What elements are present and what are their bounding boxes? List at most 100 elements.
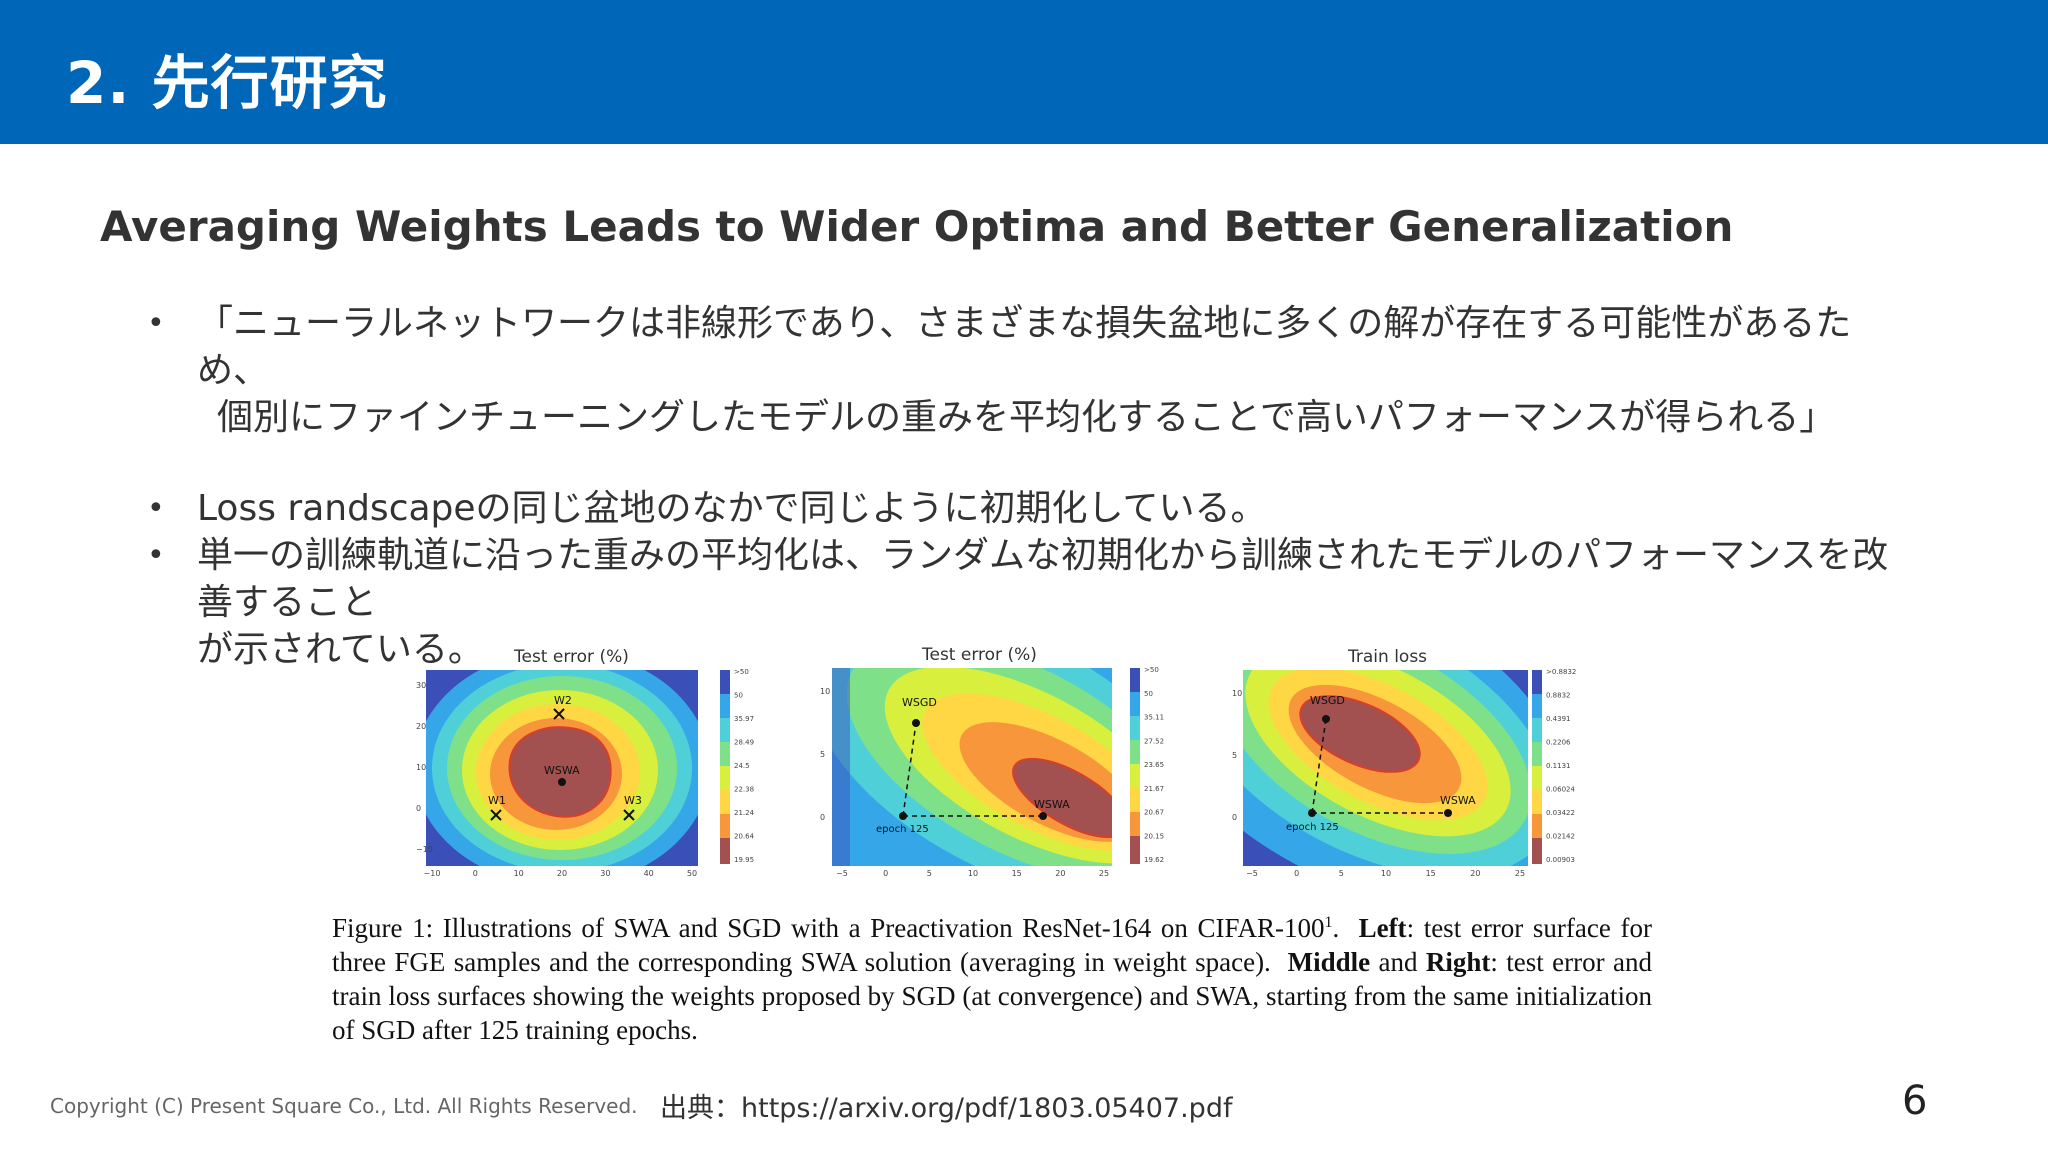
panel-right-title: Train loss [1347, 647, 1427, 667]
x-tick-label: 25 [1099, 869, 1109, 878]
y-tick-label: 0 [416, 804, 421, 813]
panel-right-label-epoch: epoch 125 [1286, 822, 1339, 833]
caption-bold-left: Left [1358, 913, 1407, 943]
panel-middle-colorbar [1130, 668, 1140, 864]
caption-text: . [1332, 913, 1340, 943]
colorbar-label: >0.8832 [1546, 668, 1576, 676]
bullet-text: 「ニューラルネットワークは非線形であり、さまざまな損失盆地に多くの解が存在する可… [197, 303, 1852, 391]
panel-middle-title: Test error (%) [921, 645, 1037, 665]
panel-left-label-w1: W1 [488, 794, 506, 807]
colorbar-label: 24.5 [734, 762, 750, 770]
slide-title: 2. 先行研究 [66, 49, 388, 117]
paper-title: Averaging Weights Leads to Wider Optima … [100, 202, 1734, 251]
page-number: 6 [1902, 1078, 1928, 1124]
colorbar-label: 23.65 [1144, 761, 1164, 769]
x-tick-label: 20 [1055, 869, 1065, 878]
x-tick-label: 30 [600, 869, 610, 878]
caption-text: and [1370, 947, 1426, 977]
colorbar-label: 21.24 [734, 809, 755, 817]
x-tick-label: −10 [424, 869, 441, 878]
colorbar-label: 20.15 [1144, 832, 1164, 840]
y-tick-label: 10 [1232, 689, 1242, 698]
copyright-notice: Copyright (C) Present Square Co., Ltd. A… [50, 1094, 638, 1118]
x-tick-label: 5 [1339, 869, 1344, 878]
colorbar-label: 20.64 [734, 833, 755, 841]
x-tick-label: 15 [1426, 869, 1436, 878]
y-tick-label: 5 [1232, 751, 1237, 760]
panel-middle-label-wswa: WSWA [1034, 798, 1070, 811]
colorbar-label: 50 [1144, 690, 1153, 698]
colorbar-label: 0.4391 [1546, 715, 1571, 723]
colorbar-label: 35.97 [734, 715, 754, 723]
caption-text: Figure 1: Illustrations of SWA and SGD w… [332, 913, 1325, 943]
panel-left-label-w3: W3 [624, 794, 642, 807]
y-tick-label: 10 [416, 763, 426, 772]
panel-left-label-wswa: WSWA [544, 764, 580, 777]
caption-superscript: 1 [1324, 914, 1333, 931]
swa-figure: W2 WSWA W1 W3 W [410, 640, 1650, 880]
colorbar-label: >50 [734, 668, 749, 676]
y-tick-label: 0 [820, 813, 825, 822]
bullet-item: • Loss randscapeの同じ盆地のなかで同じように初期化している。 [145, 485, 1905, 532]
y-tick-label: −10 [416, 845, 433, 854]
bullet-text-continued: 個別にファインチューニングしたモデルの重みを平均化することで高いパフォーマンスが… [217, 397, 1836, 438]
colorbar-label: 0.00903 [1546, 856, 1575, 864]
header-bar: 2. 先行研究 [0, 0, 2048, 144]
panel-right-sgd-point [1322, 715, 1330, 723]
colorbar-label: 20.67 [1144, 809, 1164, 817]
x-tick-label: 0 [1294, 869, 1299, 878]
panel-left-title: Test error (%) [513, 647, 629, 667]
bullet-dot: • [147, 538, 165, 573]
colorbar-label: 19.62 [1144, 856, 1164, 864]
bullet-dot: • [147, 306, 165, 341]
source-citation: 出典：https://arxiv.org/pdf/1803.05407.pdf [660, 1093, 1233, 1124]
y-tick-label: 5 [820, 750, 825, 759]
bullet-text: Loss randscapeの同じ盆地のなかで同じように初期化している。 [197, 488, 1267, 529]
bullet-item: • 「ニューラルネットワークは非線形であり、さまざまな損失盆地に多くの解が存在す… [145, 300, 1905, 441]
caption-text: : test error surface for three FGE sampl… [332, 913, 1652, 977]
caption-bold-middle: Middle [1287, 947, 1371, 977]
axis-ticks: −10 0 10 20 30 40 503020100−10>505035.9728.492… [416, 666, 1576, 878]
x-tick-label: −5 [836, 869, 848, 878]
panel-right-label-wsgd: WSGD [1310, 694, 1345, 707]
colorbar-label: 0.2206 [1546, 739, 1571, 747]
panel-right-colorbar [1532, 670, 1542, 864]
panel-left-swa-point [558, 778, 566, 786]
x-tick-label: 10 [968, 869, 978, 878]
bullet-item: • 単一の訓練軌道に沿った重みの平均化は、ランダムな初期化から訓練されたモデルの… [145, 532, 1905, 673]
bullet-text-continued: が示されている。 [197, 629, 484, 670]
colorbar-label: 22.38 [734, 786, 754, 794]
panel-right [1243, 670, 1528, 866]
colorbar-label: 50 [734, 692, 743, 700]
colorbar-label: 35.11 [1144, 714, 1164, 722]
x-tick-label: −5 [1246, 869, 1258, 878]
x-tick-label: 10 [514, 869, 524, 878]
x-tick-label: 20 [1470, 869, 1480, 878]
colorbar-label: 0.03422 [1546, 809, 1575, 817]
colorbar-label: 0.06024 [1546, 786, 1575, 794]
panel-left-colorbar [720, 670, 730, 864]
x-tick-label: 5 [927, 869, 932, 878]
colorbar-label: 28.49 [734, 739, 754, 747]
contour-figure-svg: W2 WSWA W1 W3 W [416, 645, 1576, 878]
caption-bold-right: Right [1425, 947, 1491, 977]
caption-text: : test error and train loss surfaces sho… [332, 947, 1652, 1045]
x-tick-label: 0 [883, 869, 888, 878]
y-tick-label: 10 [820, 687, 830, 696]
y-tick-label: 20 [416, 722, 426, 731]
x-tick-label: 25 [1515, 869, 1525, 878]
x-tick-label: 20 [557, 869, 567, 878]
panel-right-label-wswa: WSWA [1440, 794, 1476, 807]
colorbar-label: 21.67 [1144, 785, 1164, 793]
x-tick-label: 15 [1012, 869, 1022, 878]
x-tick-label: 0 [473, 869, 478, 878]
panel-left-markers [490, 708, 635, 821]
x-tick-label: 10 [1381, 869, 1391, 878]
colorbar-label: 19.95 [734, 856, 754, 864]
bullet-dot: • [147, 491, 165, 526]
y-tick-label: 0 [1232, 813, 1237, 822]
panel-middle-label-epoch: epoch 125 [876, 824, 929, 835]
panel-middle-label-wsgd: WSGD [902, 696, 937, 709]
x-tick-label: 40 [644, 869, 654, 878]
colorbar-label: 0.02142 [1546, 833, 1575, 841]
